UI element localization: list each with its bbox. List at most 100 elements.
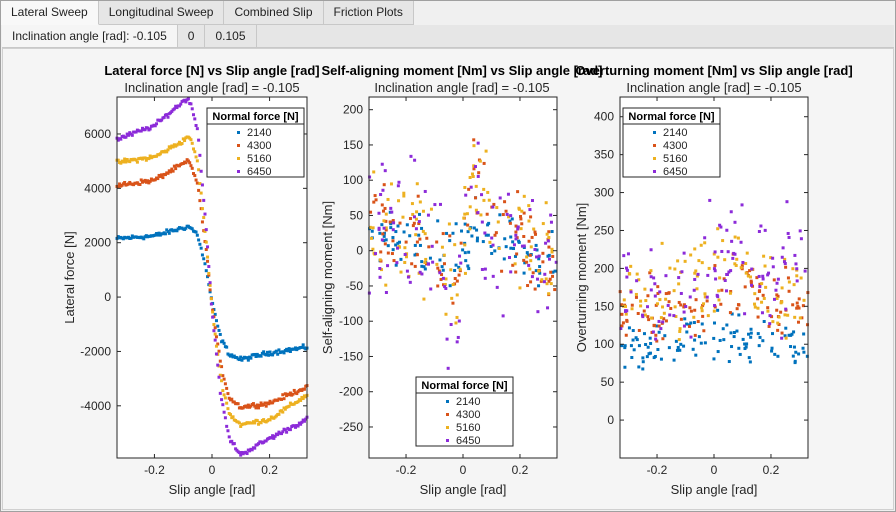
point-5160 [212,323,216,327]
point-4300 [637,328,641,332]
point-2140 [267,353,271,357]
point-2140 [737,346,741,350]
point-4300 [369,210,373,214]
point-4300 [548,277,552,281]
point-4300 [373,194,377,198]
point-6450 [768,314,772,318]
tab-longitudinal-sweep[interactable]: Longitudinal Sweep [98,1,225,25]
tab-friction-plots[interactable]: Friction Plots [323,1,414,25]
point-5160 [692,315,696,319]
point-5160 [404,255,408,259]
point-6450 [429,287,433,291]
point-6450 [458,254,462,258]
point-4300 [662,317,666,321]
point-2140 [259,354,263,358]
point-5160 [143,156,147,160]
point-4300 [784,265,788,269]
point-4300 [791,303,795,307]
point-2140 [646,345,650,349]
point-6450 [625,275,629,279]
point-5160 [144,158,148,162]
point-5160 [239,424,243,428]
point-6450 [491,205,495,209]
point-5160 [471,175,475,179]
point-4300 [776,328,780,332]
point-4300 [257,406,261,410]
point-4300 [264,404,268,408]
point-2140 [725,323,729,327]
point-6450 [417,220,421,224]
point-2140 [467,250,471,254]
point-6450 [272,436,276,440]
point-4300 [525,260,529,264]
tab-inclination-zero[interactable]: 0 [178,25,206,47]
point-5160 [474,184,478,188]
point-2140 [472,226,476,230]
point-5160 [479,213,483,217]
point-2140 [692,321,696,325]
point-6450 [202,198,206,202]
point-4300 [547,279,551,283]
point-4300 [268,399,272,403]
legend-title: Normal force [N] [212,111,299,123]
point-4300 [520,222,524,226]
point-5160 [423,260,427,264]
y-tick-label: -200 [339,385,363,399]
point-4300 [291,392,295,396]
point-5160 [678,330,682,334]
point-5160 [213,332,217,336]
tab-combined-slip[interactable]: Combined Slip [224,1,324,25]
tab-lateral-sweep[interactable]: Lateral Sweep [1,1,99,25]
point-2140 [451,231,455,235]
point-6450 [533,247,537,251]
point-4300 [267,402,271,406]
point-4300 [410,262,414,266]
point-4300 [642,309,646,313]
y-tick-label: 150 [594,299,614,313]
legend-marker [653,131,656,134]
point-4300 [392,259,396,263]
point-5160 [463,271,467,275]
point-2140 [732,331,736,335]
point-5160 [529,259,533,263]
point-6450 [197,138,201,142]
point-4300 [669,306,673,310]
point-6450 [781,246,785,250]
point-6450 [652,276,656,280]
point-5160 [443,282,447,286]
point-5160 [444,312,448,316]
point-2140 [718,338,722,342]
point-2140 [792,345,796,349]
point-6450 [723,278,727,282]
legend-marker [653,170,656,173]
point-4300 [388,220,392,224]
point-6450 [304,417,308,421]
tab-inclination-pos[interactable]: 0.105 [205,25,257,47]
point-5160 [199,191,203,195]
point-2140 [268,350,272,354]
point-4300 [381,209,385,213]
point-6450 [543,272,547,276]
point-4300 [775,308,779,312]
point-6450 [664,274,668,278]
point-4300 [263,401,267,405]
point-5160 [525,255,529,259]
y-tick-label: 200 [343,103,363,117]
point-4300 [144,180,148,184]
point-5160 [487,198,491,202]
point-5160 [121,160,125,164]
tab-inclination-neg[interactable]: Inclination angle [rad]: -0.105 [2,25,178,47]
point-6450 [146,126,150,130]
point-5160 [422,297,426,301]
point-6450 [139,129,143,133]
point-2140 [637,344,641,348]
point-5160 [371,226,375,230]
legend-marker [446,426,449,429]
point-6450 [653,282,657,286]
point-2140 [418,212,422,216]
point-4300 [551,254,555,258]
point-4300 [139,178,143,182]
